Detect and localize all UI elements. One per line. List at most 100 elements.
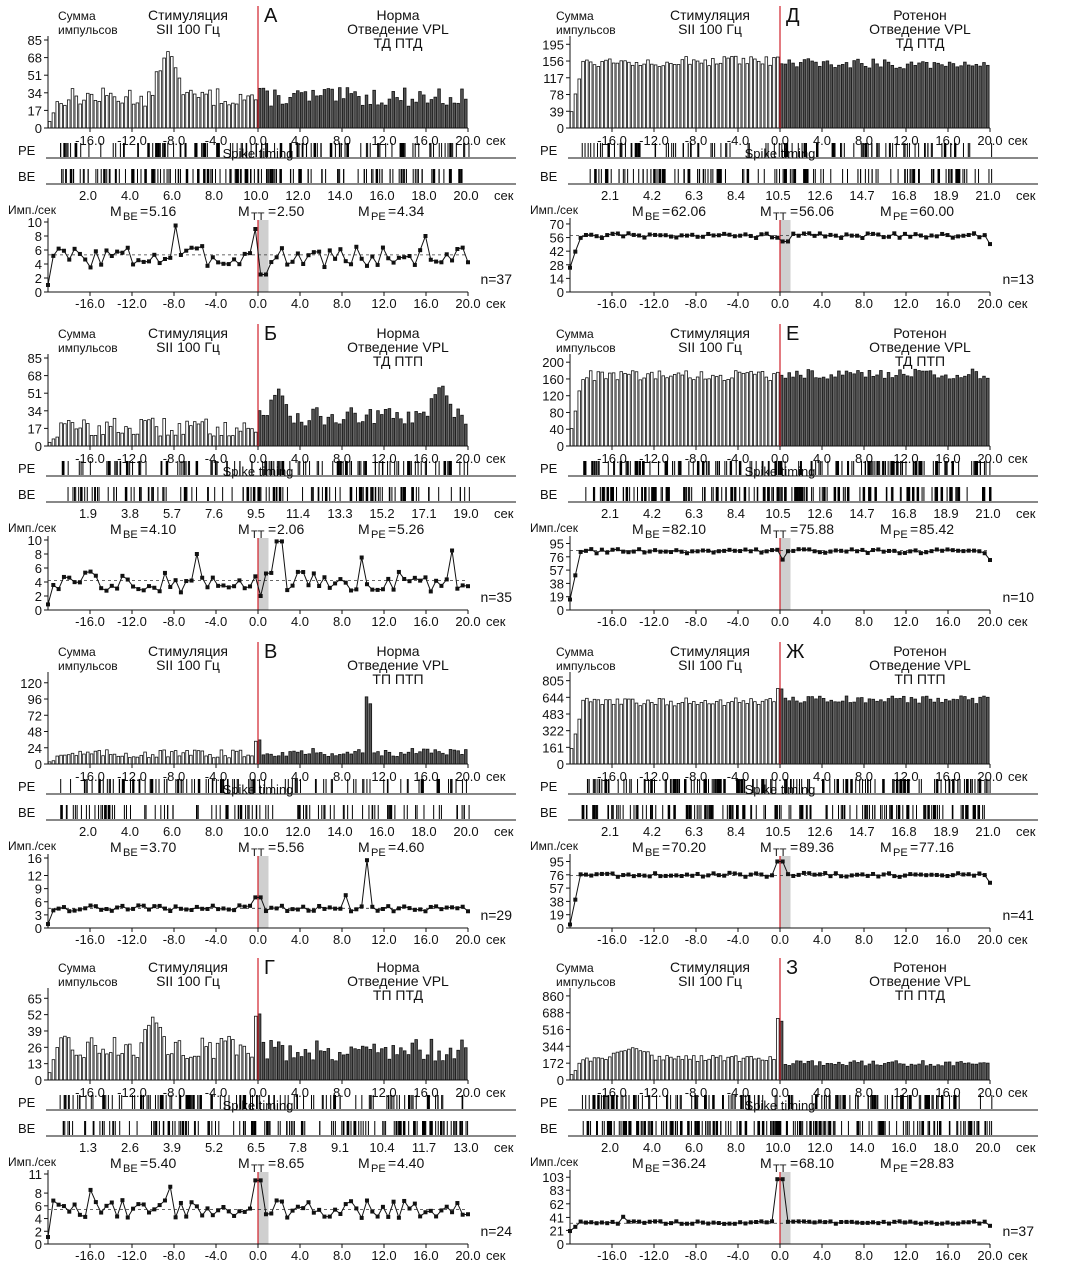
hist-bar <box>711 374 715 447</box>
hist-bar <box>273 755 277 765</box>
rate-point <box>279 246 284 251</box>
rate-point <box>109 254 114 259</box>
sum-label-line2: импульсов <box>58 23 118 37</box>
hist-bar <box>429 1038 434 1081</box>
hist-bar <box>395 756 399 765</box>
hist-bar <box>338 1052 342 1081</box>
rate-x-tick-label: 8.0 <box>333 932 351 947</box>
hist-y-tick-label: 0 <box>557 439 564 454</box>
rate-point <box>375 1214 380 1219</box>
rate-x-tick-label: -12.0 <box>639 1248 669 1263</box>
hist-bar <box>246 95 250 129</box>
rate-point <box>402 255 407 260</box>
rate-y-tick-label: 76 <box>550 868 564 883</box>
hist-bar <box>642 377 646 447</box>
hist-x-tick-label: 0.0 <box>249 133 267 148</box>
rate-point <box>157 1203 162 1208</box>
rate-point <box>833 548 838 553</box>
hist-bar <box>840 64 845 129</box>
rate-point <box>791 873 796 878</box>
rate-point <box>791 1219 796 1224</box>
rate-point <box>711 233 716 238</box>
rate-x-tick-label: 16.0 <box>935 1248 960 1263</box>
hist-bar <box>779 374 784 447</box>
hist-bar <box>372 1043 376 1081</box>
rate-point <box>232 1213 237 1218</box>
hist-bar <box>924 695 929 765</box>
hist-bar <box>581 379 585 447</box>
hist-bar <box>749 370 753 447</box>
m-tt-symbol: M <box>760 521 772 537</box>
hist-bar <box>150 94 155 129</box>
hist-bar <box>128 757 132 765</box>
pe-label: PE <box>18 143 36 158</box>
be-label: BE <box>540 1121 558 1136</box>
m-be-symbol: M <box>110 203 122 219</box>
hist-bar <box>955 1061 959 1081</box>
hist-bar <box>650 63 654 129</box>
hist-bar <box>97 101 101 129</box>
rate-point <box>568 265 572 270</box>
hist-bar <box>730 377 734 447</box>
hist-bar <box>596 66 601 129</box>
hist-bar <box>585 697 589 765</box>
rate-x-tick-label: 20.0 <box>455 1248 480 1263</box>
rate-point <box>621 1214 626 1219</box>
rate-point <box>594 872 599 877</box>
rate-point <box>727 870 732 875</box>
rate-point <box>109 1200 114 1205</box>
rate-point <box>263 909 268 914</box>
hist-x-tick-label: 16.0 <box>935 133 960 148</box>
hist-bar <box>638 379 643 447</box>
rate-point <box>770 548 775 553</box>
rate-point <box>216 1208 221 1213</box>
m-pe-value: 4.40 <box>397 1155 424 1171</box>
rate-point <box>700 548 705 553</box>
hist-bar <box>856 58 860 129</box>
hist-bar <box>422 1058 426 1081</box>
stim-label-line1: Стимуляция <box>148 325 228 341</box>
hist-bar <box>246 1052 250 1081</box>
hist-bar <box>833 1063 837 1081</box>
rate-series-line <box>47 1179 469 1238</box>
hist-bar <box>692 59 696 129</box>
rate-point <box>412 907 417 912</box>
hist-bar <box>101 1048 105 1081</box>
hist-bar <box>288 751 292 765</box>
hist-bar <box>810 696 814 765</box>
hist-bar <box>380 1048 384 1081</box>
hist-bar <box>82 419 86 447</box>
hist-bar <box>806 58 811 129</box>
rate-point <box>743 232 748 237</box>
rate-point <box>418 248 423 253</box>
rate-point <box>897 874 902 879</box>
rate-x-unit: сек <box>486 614 506 629</box>
raster-tick-label: 6.0 <box>163 188 181 203</box>
rate-x-tick-label: 4.0 <box>291 932 309 947</box>
raster-tick-label: 4.2 <box>643 506 661 521</box>
rate-point <box>386 256 391 261</box>
hist-bar <box>638 705 643 765</box>
hist-bar <box>315 407 319 447</box>
hist-bar <box>353 91 357 129</box>
hist-bar <box>611 62 616 129</box>
rate-point <box>72 908 77 913</box>
condition-label: Ротенон <box>893 643 947 659</box>
hist-bar <box>734 370 738 447</box>
hist-bar <box>78 427 82 447</box>
hist-bar <box>856 697 860 765</box>
hist-bar <box>192 1055 197 1081</box>
hist-bar <box>676 64 681 129</box>
hist-x-unit: сек <box>1008 769 1028 784</box>
rate-point <box>301 1206 306 1211</box>
hist-bar <box>795 1060 799 1081</box>
rate-point <box>226 262 231 267</box>
rate-point <box>322 265 327 270</box>
rate-point <box>295 907 300 912</box>
rate-point <box>237 1209 242 1214</box>
hist-bar <box>360 104 365 129</box>
hist-bar <box>86 423 90 447</box>
